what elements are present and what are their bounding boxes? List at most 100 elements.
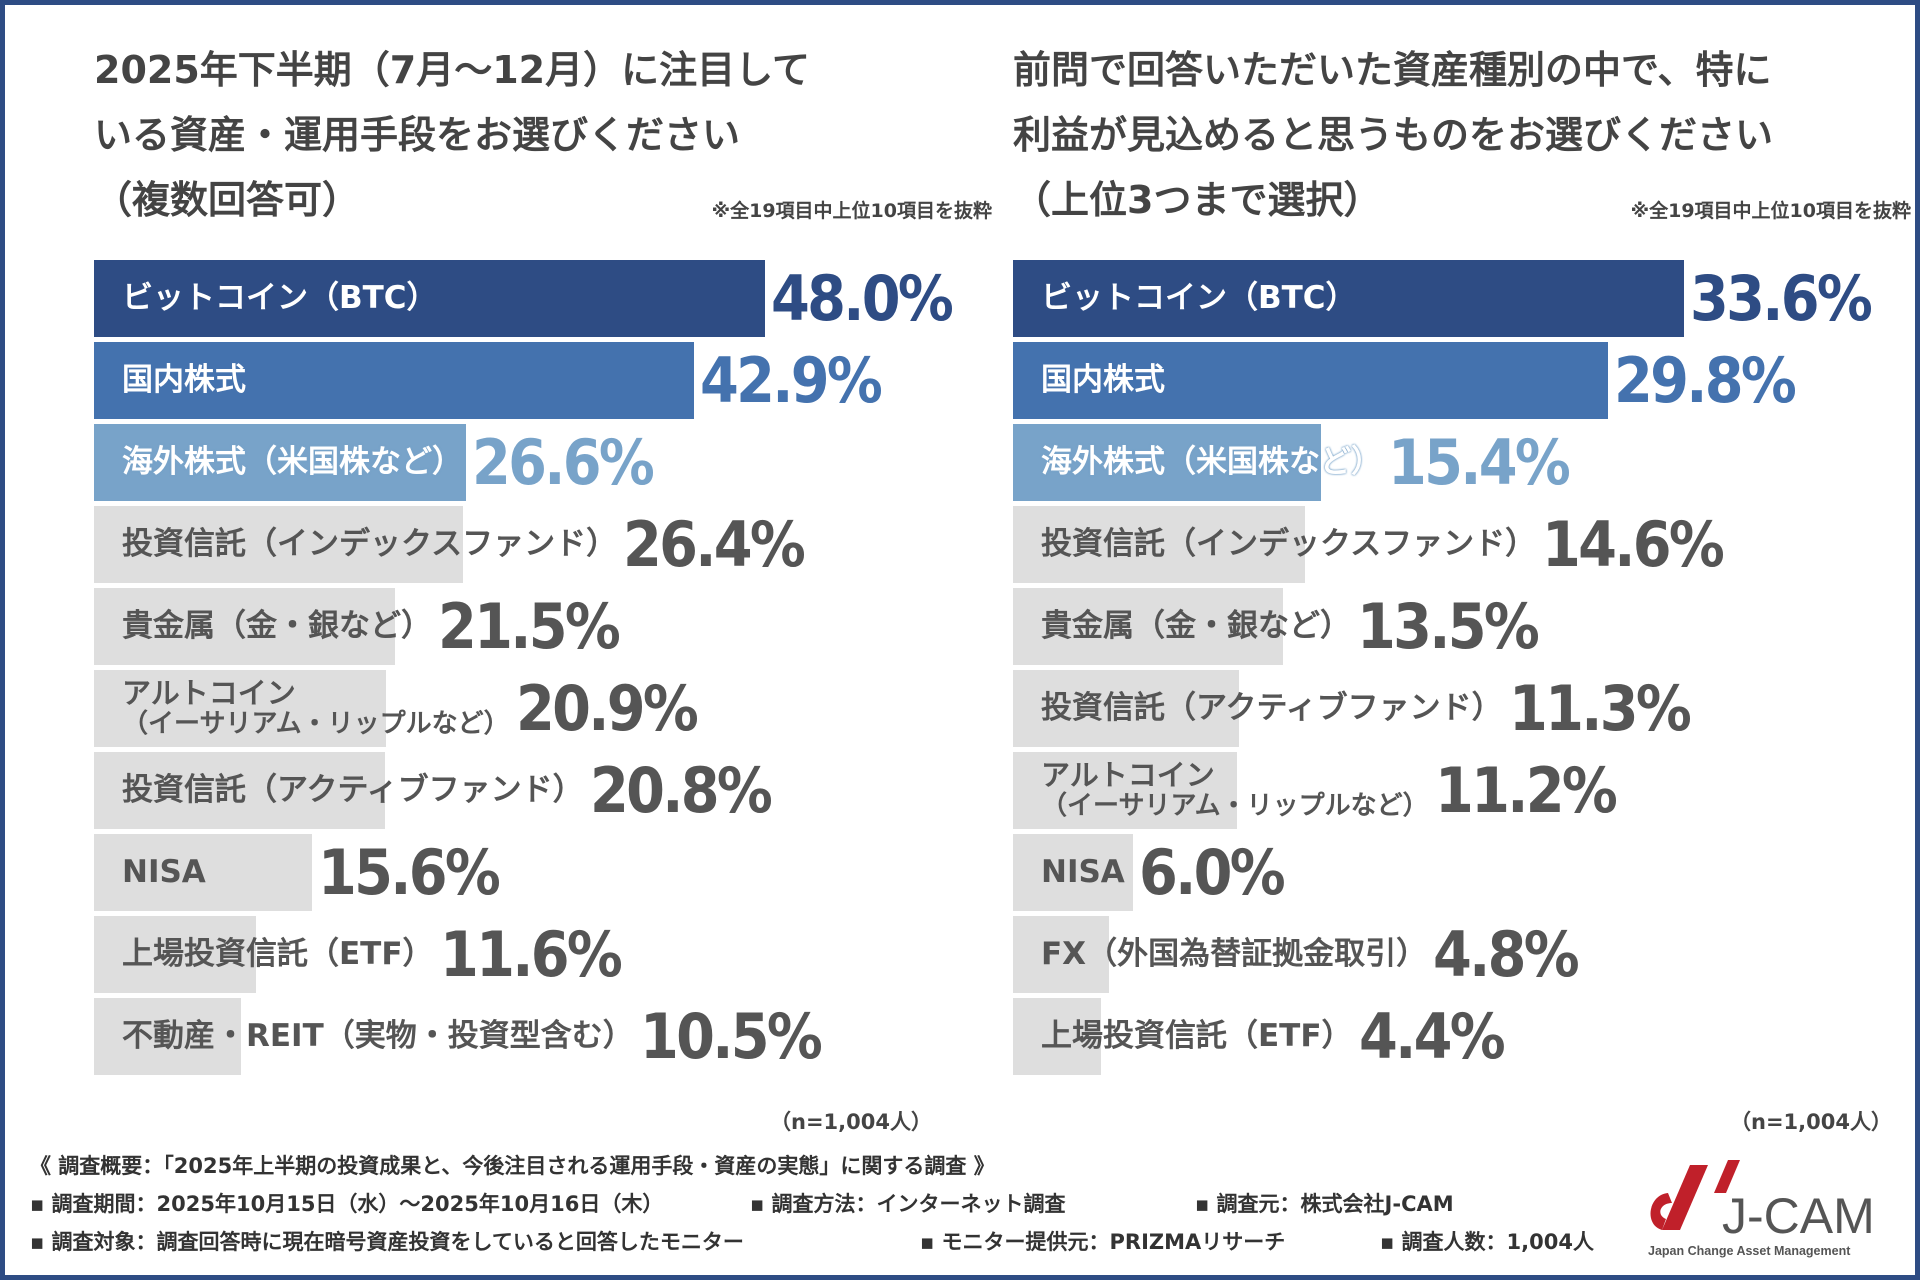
value-label: 15.6% [318,836,501,909]
sample-size-right: （n=1,004人） [1730,1110,1892,1134]
value-label: 33.6% [1690,262,1873,335]
bar-label: 海外株式（米国株など） [94,444,466,481]
category-label: 国内株式 [122,361,246,398]
bar-row: 上場投資信託（ETF） 4.4% [1013,998,1890,1075]
category-label: 上場投資信託（ETF） [122,935,434,972]
bar [94,588,395,665]
footer-line-1: ▪ 調査期間：2025年10月15日（水）～2025年10月16日（木） ▪ 調… [30,1188,1630,1218]
survey-target: ▪ 調査対象：調査回答時に現在暗号資産投資をしていると回答したモニター [30,1230,744,1254]
value-label: 29.8% [1614,344,1797,417]
value-label: 20.8% [589,754,773,827]
value-label: 11.2% [1434,754,1618,827]
bar [1013,670,1239,747]
bar-label: アルトコイン （イーサリアム・リップルなど） [94,675,510,740]
bar-row: 海外株式（米国株など） 26.6% [94,424,971,501]
bar [94,260,765,337]
bar-row: 上場投資信託（ETF） 11.6% [94,916,971,993]
bar-label: 不動産・REIT（実物・投資型含む） [94,1017,634,1055]
title-line: 前問で回答いただいた資産種別の中で、特に [1013,48,1772,92]
survey-source: ▪ 調査元：株式会社J-CAM [1195,1192,1454,1216]
category-label: NISA [122,853,206,890]
value-label: 14.6% [1542,508,1725,581]
bar-label: ビットコイン（BTC） [1013,279,1684,317]
bar [94,506,464,583]
bar [1013,260,1684,337]
bar-content: 海外株式（米国株など） 26.6% [94,424,672,501]
bar-row: 海外株式（米国株など） 15.4% [1013,424,1890,501]
bar-label: 投資信託（アクティブファンド） [1013,689,1503,727]
category-label: 貴金属（金・銀など） [122,607,432,644]
category-label: 上場投資信託（ETF） [1041,1017,1353,1054]
bar-content: NISA 15.6% [94,834,518,911]
bar-row: 貴金属（金・銀など） 13.5% [1013,588,1890,665]
survey-count: ▪ 調査人数：1,004人 [1380,1230,1594,1254]
bar [94,834,313,911]
jcam-logo: J-CAM Japan Change Asset Management [1640,1155,1900,1265]
bar-row: 投資信託（インデックスファンド） 26.4% [94,506,971,583]
note: ※全19項目中上位10項目を抜粋 [711,200,992,222]
value-label: 21.5% [438,590,621,663]
value-label: 11.6% [439,918,623,991]
bar [94,424,466,501]
bar-label: 投資信託（インデックスファンド） [94,526,617,563]
title-line: （上位3つまで選択） [1013,178,1382,222]
bar-content: ビットコイン（BTC） 33.6% [1013,260,1890,337]
chart-title: 前問で回答いただいた資産種別の中で、特に 利益が見込めると思うものをお選びくださ… [1013,38,1773,233]
category-label: 国内株式 [1041,361,1165,398]
bar [94,670,387,747]
note: ※全19項目中上位10項目を抜粋 [1630,200,1911,222]
bar-label: 国内株式 [1013,361,1608,399]
svg-text:Japan Change Asset Management: Japan Change Asset Management [1648,1244,1851,1258]
bar-rows: ビットコイン（BTC） 33.6% 国内株式 29.8% 海外株式（米国株など） 15.4… [1013,260,1890,1080]
bar [1013,998,1101,1075]
category-label: NISA [1041,853,1125,890]
bar-label: 上場投資信託（ETF） [94,935,434,973]
bar-content: 投資信託（インデックスファンド） 26.4% [94,506,823,583]
survey-period: ▪ 調査期間：2025年10月15日（水）～2025年10月16日（木） [30,1192,664,1216]
bar-content: 国内株式 29.8% [1013,342,1814,419]
bar-row: 国内株式 29.8% [1013,342,1890,419]
bar-content: アルトコイン （イーサリアム・リップルなど） 20.9% [94,670,716,747]
value-label: 11.3% [1508,672,1692,745]
category-label: 投資信託（アクティブファンド） [1041,689,1503,726]
survey-method: ▪ 調査方法：インターネット調査 [750,1192,1066,1216]
bar-content: FX（外国為替証拠金取引） 4.8% [1013,916,1593,993]
bar-content: 海外株式（米国株など） 15.4% [1013,424,1588,501]
bar-content: 上場投資信託（ETF） 4.4% [1013,998,1518,1075]
category-label: ビットコイン（BTC） [122,279,438,316]
bar [1013,506,1305,583]
bar [94,752,385,829]
value-label: 15.4% [1388,426,1571,499]
bar-row: アルトコイン （イーサリアム・リップルなど） 11.2% [1013,752,1890,829]
bar-label: 投資信託（アクティブファンド） [94,772,584,809]
category-label: 海外株式（米国株など） [1041,443,1382,480]
bar [1013,834,1133,911]
bar-label: 海外株式（米国株など） [1013,443,1382,481]
bar-label: アルトコイン （イーサリアム・リップルなど） [1013,758,1429,822]
bar-row: アルトコイン （イーサリアム・リップルなど） 20.9% [94,670,971,747]
bar-row: 投資信託（アクティブファンド） 11.3% [1013,670,1890,747]
title-line: いる資産・運用手段をお選びください [94,113,741,157]
bar-label: FX（外国為替証拠金取引） [1013,935,1428,973]
bar [94,998,241,1075]
bar-content: 投資信託（インデックスファンド） 14.6% [1013,506,1742,583]
bar-label: 投資信託（インデックスファンド） [1013,526,1536,563]
bar-content: 投資信託（アクティブファンド） 20.8% [94,752,790,829]
category-label: アルトコイン [122,675,296,710]
value-label: 4.4% [1358,1000,1506,1073]
category-label: ビットコイン（BTC） [1041,279,1357,316]
title-line: 利益が見込めると思うものをお選びください [1013,113,1774,157]
chart-title: 2025年下半期（7月～12月）に注目して いる資産・運用手段をお選びください … [94,38,810,233]
sample-size-left: （n=1,004人） [770,1110,932,1134]
bar-content: 投資信託（アクティブファンド） 11.3% [1013,670,1709,747]
category-label: 不動産・REIT（実物・投資型含む） [122,1017,634,1054]
footer-line-2: ▪ 調査対象：調査回答時に現在暗号資産投資をしていると回答したモニター ▪ モニ… [30,1226,1630,1256]
bar-row: 貴金属（金・銀など） 21.5% [94,588,971,665]
bar-row: ビットコイン（BTC） 48.0% [94,260,971,337]
bar-content: ビットコイン（BTC） 48.0% [94,260,971,337]
bar [1013,916,1109,993]
value-label: 13.5% [1357,590,1540,663]
bar-content: 貴金属（金・銀など） 21.5% [94,588,638,665]
category-label: FX（外国為替証拠金取引） [1041,935,1428,972]
bar-row: NISA 15.6% [94,834,971,911]
